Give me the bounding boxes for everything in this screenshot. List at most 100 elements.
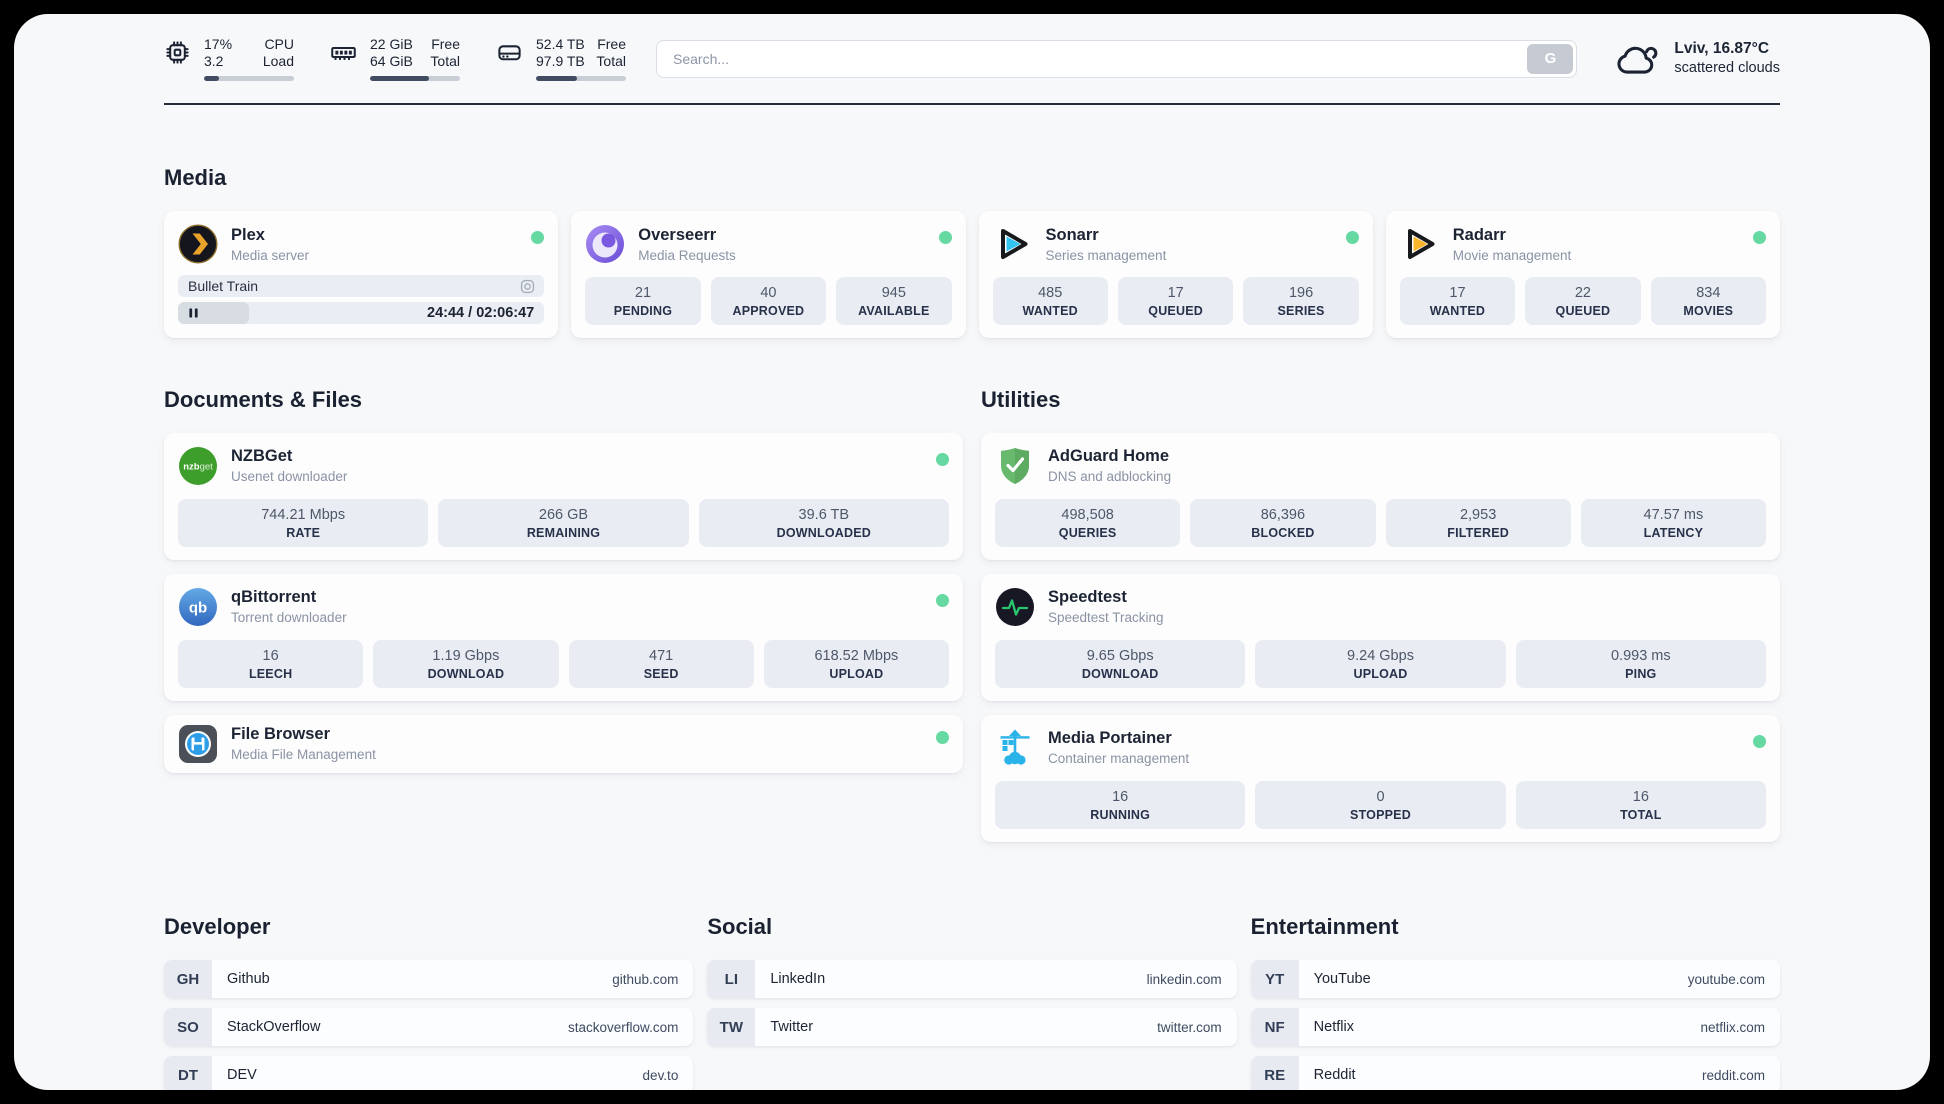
sonarr-icon xyxy=(993,224,1033,264)
cpu-load-label: Load xyxy=(262,53,294,69)
search-input[interactable] xyxy=(656,39,1578,78)
stat-box: 16 RUNNING xyxy=(995,780,1246,829)
bookmark-name: Github xyxy=(227,971,270,988)
service-card-adguard[interactable]: AdGuard Home DNS and adblocking 498,508 … xyxy=(981,432,1780,560)
bookmark-abbr: RE xyxy=(1250,1056,1299,1090)
stat-box: 9.65 Gbps DOWNLOAD xyxy=(995,639,1246,688)
service-card-sonarr[interactable]: Sonarr Series management 485 WANTED 17 Q… xyxy=(978,211,1373,339)
entertainment-heading: Entertainment xyxy=(1250,914,1399,939)
service-title: qBittorrent xyxy=(231,588,317,607)
stat-box: 0.993 ms PING xyxy=(1515,639,1766,688)
service-subtitle: Torrent downloader xyxy=(231,610,347,626)
service-subtitle: Series management xyxy=(1045,247,1167,263)
plex-progress-fill xyxy=(178,302,250,325)
service-title: Overseerr xyxy=(638,225,717,244)
bookmark-url: github.com xyxy=(612,971,679,987)
bookmark-url: twitter.com xyxy=(1157,1019,1222,1035)
service-title: Radarr xyxy=(1452,225,1506,244)
plex-progress-bar: 24:44 / 02:06:47 xyxy=(178,302,545,325)
service-title: File Browser xyxy=(231,725,331,744)
plex-now-playing-title: Bullet Train xyxy=(188,278,259,295)
ram-icon xyxy=(331,46,356,60)
utilities-heading: Utilities xyxy=(981,386,1061,412)
bookmark-name: StackOverflow xyxy=(227,1019,321,1036)
bookmark-abbr: LI xyxy=(707,960,756,999)
stat-box: 9.24 Gbps UPLOAD xyxy=(1255,639,1506,688)
section-media: Media Plex Media server xyxy=(164,163,1780,339)
service-card-filebrowser[interactable]: File Browser Media File Management xyxy=(164,714,963,773)
stat-box: 618.52 Mbps UPLOAD xyxy=(763,639,949,688)
service-subtitle: Container management xyxy=(1048,751,1190,767)
search-engine-button[interactable]: G xyxy=(1527,43,1574,74)
service-subtitle: Movie management xyxy=(1452,247,1572,263)
bookmark-name: Netflix xyxy=(1313,1019,1354,1036)
service-card-portainer[interactable]: Media Portainer Container management 16 … xyxy=(981,714,1780,842)
service-subtitle: Media server xyxy=(231,247,310,263)
stat-box: 0 STOPPED xyxy=(1255,780,1506,829)
weather-location-temp: Lviv, 16.87°C xyxy=(1674,40,1770,57)
bookmark-abbr: YT xyxy=(1250,960,1299,999)
bookmark-name: Reddit xyxy=(1313,1067,1356,1084)
qbittorrent-icon: qb xyxy=(178,587,218,627)
cpu-progress-bar xyxy=(204,76,294,81)
bookmark-url: linkedin.com xyxy=(1146,971,1222,987)
bookmark-youtube[interactable]: YT YouTube youtube.com xyxy=(1250,960,1780,999)
disk-progress-fill xyxy=(536,76,578,81)
plex-playback-time: 24:44 / 02:06:47 xyxy=(427,305,535,322)
bookmark-netflix[interactable]: NF Netflix netflix.com xyxy=(1250,1008,1780,1047)
service-card-radarr[interactable]: Radarr Movie management 17 WANTED 22 QUE… xyxy=(1385,211,1780,339)
session-icon xyxy=(521,279,535,293)
disk-total-label: Total xyxy=(596,53,626,69)
portainer-icon xyxy=(995,728,1035,768)
developer-heading: Developer xyxy=(164,914,271,939)
plex-icon xyxy=(178,224,218,264)
service-subtitle: Media File Management xyxy=(231,747,376,763)
bookmark-name: DEV xyxy=(227,1067,257,1084)
service-subtitle: DNS and adblocking xyxy=(1048,469,1172,485)
service-card-overseerr[interactable]: Overseerr Media Requests 21 PENDING 40 A… xyxy=(571,211,966,339)
topbar-divider xyxy=(164,103,1780,105)
stat-box: 196 SERIES xyxy=(1243,277,1359,326)
bookmark-twitter[interactable]: TW Twitter twitter.com xyxy=(707,1008,1237,1047)
section-utilities: Utilities AdGuard Home xyxy=(981,366,1780,842)
bookmark-abbr: TW xyxy=(707,1008,756,1047)
disk-progress-bar xyxy=(536,76,626,81)
search-bar: G xyxy=(656,39,1578,78)
system-monitors: 17% 3.2 CPU Load xyxy=(164,36,626,81)
bookmark-url: dev.to xyxy=(642,1067,679,1083)
cpu-load-value: 3.2 xyxy=(204,53,224,69)
service-card-plex[interactable]: Plex Media server Bullet Train xyxy=(164,211,559,339)
service-subtitle: Speedtest Tracking xyxy=(1048,610,1164,626)
stat-box: 485 WANTED xyxy=(992,277,1108,326)
bookmark-linkedin[interactable]: LI LinkedIn linkedin.com xyxy=(707,960,1237,999)
service-subtitle: Media Requests xyxy=(638,247,736,263)
stat-box: 945 AVAILABLE xyxy=(836,277,952,326)
stat-box: 39.6 TB DOWNLOADED xyxy=(698,498,949,547)
disk-free-label: Free xyxy=(597,36,626,52)
stat-box: 471 SEED xyxy=(568,639,754,688)
service-card-qbittorrent[interactable]: qb qBittorrent Torrent downloader 16 LEE… xyxy=(164,573,963,701)
cpu-label: CPU xyxy=(264,36,294,52)
radarr-icon xyxy=(1400,224,1440,264)
top-bar: 17% 3.2 CPU Load xyxy=(164,36,1780,81)
bookmark-stackoverflow[interactable]: SO StackOverflow stackoverflow.com xyxy=(164,1008,694,1047)
stat-box: 16 TOTAL xyxy=(1515,780,1766,829)
service-title: AdGuard Home xyxy=(1048,447,1170,466)
stat-box: 22 QUEUED xyxy=(1525,277,1641,326)
service-title: NZBGet xyxy=(231,447,293,466)
weather-condition: scattered clouds xyxy=(1674,60,1780,76)
bookmark-dev[interactable]: DT DEV dev.to xyxy=(164,1056,694,1090)
service-card-speedtest[interactable]: Speedtest Speedtest Tracking 9.65 Gbps D… xyxy=(981,573,1780,701)
status-online-dot xyxy=(936,593,949,607)
bookmark-github[interactable]: GH Github github.com xyxy=(164,960,694,999)
documents-heading: Documents & Files xyxy=(164,386,363,412)
clouds-icon xyxy=(1617,46,1658,74)
bookmark-abbr: DT xyxy=(164,1056,212,1090)
bookmark-reddit[interactable]: RE Reddit reddit.com xyxy=(1250,1056,1780,1090)
stat-box: 1.19 Gbps DOWNLOAD xyxy=(373,639,559,688)
service-card-nzbget[interactable]: nzbget NZBGet Usenet downloader 744.21 M… xyxy=(164,432,963,560)
hard-drive-icon xyxy=(498,45,521,61)
weather-widget: Lviv, 16.87°C scattered clouds xyxy=(1615,39,1780,78)
cpu-usage-value: 17% xyxy=(204,36,233,52)
stat-box: 744.21 Mbps RATE xyxy=(178,498,429,547)
